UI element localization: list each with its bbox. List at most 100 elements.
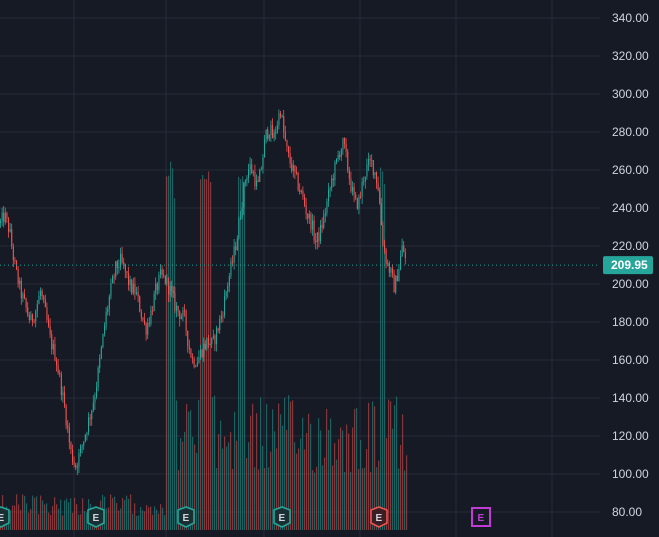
candle-body[interactable]	[128, 273, 130, 285]
candle-body[interactable]	[347, 151, 349, 171]
candle-body[interactable]	[204, 343, 206, 349]
candle-body[interactable]	[32, 314, 34, 322]
candle-body[interactable]	[56, 360, 58, 366]
candle-body[interactable]	[296, 172, 298, 174]
candle-body[interactable]	[150, 310, 152, 324]
candle-body[interactable]	[27, 307, 29, 316]
candle-body[interactable]	[361, 181, 363, 197]
candle-body[interactable]	[121, 253, 123, 263]
candle-body[interactable]	[144, 319, 146, 324]
candle-body[interactable]	[100, 347, 102, 359]
candle-body[interactable]	[304, 196, 306, 206]
candle-body[interactable]	[308, 214, 310, 219]
candle-body[interactable]	[25, 298, 27, 308]
candle-body[interactable]	[374, 172, 376, 175]
candle-body[interactable]	[89, 417, 91, 419]
candle-body[interactable]	[300, 190, 302, 192]
candle-body[interactable]	[116, 261, 118, 268]
candle-body[interactable]	[172, 290, 174, 293]
candle-body[interactable]	[232, 261, 234, 263]
candle-body[interactable]	[265, 129, 267, 140]
candle-body[interactable]	[208, 337, 210, 345]
candle-body[interactable]	[225, 291, 227, 297]
candle-body[interactable]	[336, 158, 338, 163]
candle-body[interactable]	[345, 143, 347, 152]
candle-body[interactable]	[54, 344, 56, 361]
candle-body[interactable]	[171, 286, 173, 291]
earnings-badge[interactable]	[177, 506, 195, 528]
candle-body[interactable]	[99, 358, 101, 368]
candle-body[interactable]	[236, 238, 238, 250]
candle-body[interactable]	[62, 392, 64, 396]
candlestick-series[interactable]	[0, 109, 406, 476]
candle-body[interactable]	[81, 445, 83, 447]
candle-body[interactable]	[270, 124, 272, 136]
candle-body[interactable]	[57, 365, 59, 373]
candle-body[interactable]	[192, 357, 194, 359]
candle-body[interactable]	[364, 176, 366, 182]
candle-body[interactable]	[166, 278, 168, 284]
candle-body[interactable]	[22, 294, 24, 299]
candle-body[interactable]	[297, 172, 299, 191]
candle-body[interactable]	[1, 212, 3, 221]
candle-body[interactable]	[395, 275, 397, 293]
candle-body[interactable]	[228, 276, 230, 286]
candle-body[interactable]	[371, 160, 373, 162]
candle-body[interactable]	[254, 171, 256, 187]
candle-body[interactable]	[340, 149, 342, 157]
candle-body[interactable]	[217, 328, 219, 331]
candle-body[interactable]	[163, 274, 165, 276]
candle-body[interactable]	[284, 132, 286, 141]
candle-body[interactable]	[179, 311, 181, 319]
candle-body[interactable]	[403, 245, 405, 253]
candle-body[interactable]	[233, 246, 235, 263]
candle-body[interactable]	[160, 269, 162, 275]
candle-body[interactable]	[35, 311, 37, 322]
candle-body[interactable]	[344, 138, 346, 144]
candle-body[interactable]	[118, 266, 120, 268]
candle-body[interactable]	[203, 343, 205, 357]
candle-body[interactable]	[332, 178, 334, 181]
candle-body[interactable]	[243, 183, 245, 208]
candle-body[interactable]	[6, 213, 8, 219]
candle-body[interactable]	[64, 392, 66, 406]
candle-body[interactable]	[104, 325, 106, 334]
candle-body[interactable]	[155, 283, 157, 294]
candle-body[interactable]	[318, 232, 320, 242]
candle-body[interactable]	[392, 268, 394, 274]
candle-body[interactable]	[105, 311, 107, 326]
candle-body[interactable]	[214, 335, 216, 345]
candle-body[interactable]	[132, 283, 134, 294]
candle-body[interactable]	[78, 453, 80, 467]
candle-body[interactable]	[248, 169, 250, 179]
candle-body[interactable]	[164, 275, 166, 284]
candle-body[interactable]	[120, 253, 122, 267]
earnings-marker[interactable]: E	[87, 506, 105, 528]
candle-body[interactable]	[113, 276, 115, 278]
candle-body[interactable]	[80, 446, 82, 454]
candle-body[interactable]	[142, 317, 144, 320]
candle-body[interactable]	[299, 190, 301, 192]
candle-body[interactable]	[145, 323, 147, 335]
candle-body[interactable]	[268, 135, 270, 139]
earnings-marker[interactable]: E	[273, 506, 291, 528]
candle-body[interactable]	[46, 307, 48, 320]
candle-body[interactable]	[41, 290, 43, 297]
candle-body[interactable]	[200, 350, 202, 358]
candle-body[interactable]	[75, 464, 77, 468]
price-axis[interactable]: 340.00 320.00 300.00 280.00 260.00 240.00 220.…	[612, 11, 649, 519]
candle-body[interactable]	[161, 269, 163, 275]
candle-body[interactable]	[12, 246, 14, 261]
candle-body[interactable]	[235, 246, 237, 250]
candle-body[interactable]	[137, 292, 139, 297]
candle-body[interactable]	[404, 252, 406, 258]
candle-body[interactable]	[84, 434, 86, 442]
candle-body[interactable]	[8, 218, 10, 232]
candle-body[interactable]	[372, 160, 374, 175]
candle-body[interactable]	[264, 139, 266, 158]
candle-body[interactable]	[276, 125, 278, 133]
candle-body[interactable]	[238, 218, 240, 239]
candle-body[interactable]	[334, 162, 336, 181]
candle-body[interactable]	[324, 213, 326, 216]
candle-body[interactable]	[70, 442, 72, 450]
